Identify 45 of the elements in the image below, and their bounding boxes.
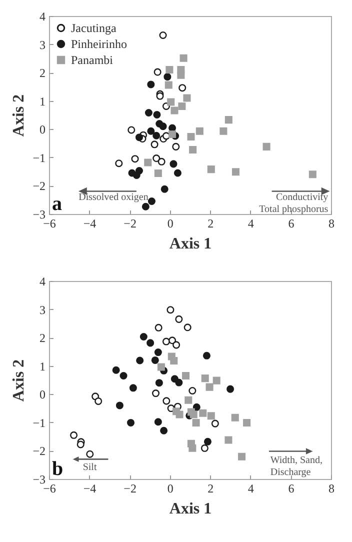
y-tick-label: 0 [40,388,46,402]
y-tick-label: 2 [40,66,46,80]
annotation: b [52,458,64,480]
legend-label: Jacutinga [71,21,117,35]
y-tick-label: 3 [40,302,46,317]
x-axis-title: Axis 1 [169,236,212,252]
x-tick-label: 8 [328,482,334,496]
y-tick-label: 4 [40,274,46,288]
x-tick-label: −4 [83,216,96,230]
x-tick-label: −4 [83,482,96,496]
x-tick-label: 0 [167,482,174,496]
x-tick-label: 2 [208,216,214,230]
x-tick-label: −2 [124,482,136,496]
annotation: Conductivity Total phosphorus [259,192,328,216]
x-axis-title: Axis 1 [169,500,212,518]
legend-label: Pinheirinho [71,37,127,51]
y-tick-label: −3 [32,472,46,486]
y-axis-title: Axis 2 [10,359,28,402]
y-tick-label: −3 [32,208,46,222]
x-tick-label: 0 [167,216,174,230]
x-tick-label: −6 [43,216,56,230]
x-tick-label: 4 [248,216,254,230]
y-tick-label: 1 [40,359,46,374]
y-tick-label: −1 [32,150,46,165]
x-tick-label: 6 [288,482,294,496]
annotation: a [52,193,62,215]
x-tick-label: 8 [328,216,334,230]
y-tick-label: −1 [32,416,46,430]
y-tick-label: −2 [32,444,46,458]
x-tick-label: 2 [208,482,214,496]
x-tick-label: 6 [288,216,294,230]
y-tick-label: 4 [40,10,46,24]
y-tick-label: 0 [40,122,46,137]
y-tick-label: 2 [40,331,46,346]
y-axis-title: Axis 2 [10,94,28,137]
y-tick-label: 1 [40,94,46,108]
annotation: Silt [82,462,97,474]
legend-label: Panambi [71,53,114,67]
y-tick-label: 3 [40,38,46,52]
x-tick-label: 4 [248,482,254,496]
x-tick-label: −2 [124,216,136,230]
x-tick-label: −6 [43,482,56,496]
annotation: Dissolved oxigen [78,192,148,204]
annotation: Width, Sand, Discharge [270,455,322,478]
y-tick-label: −2 [32,179,46,194]
